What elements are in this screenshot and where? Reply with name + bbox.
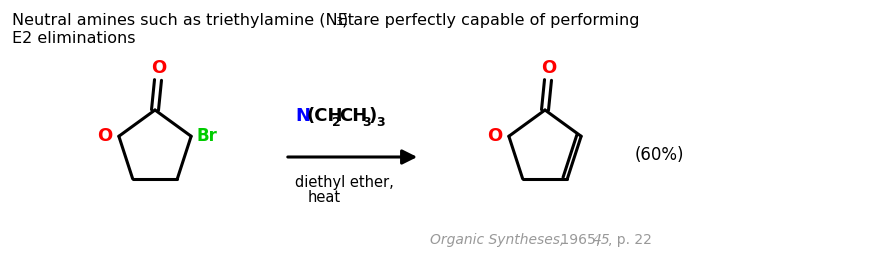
Text: O: O xyxy=(488,127,502,145)
Text: Organic Syntheses,: Organic Syntheses, xyxy=(430,233,564,247)
Text: (CH: (CH xyxy=(306,107,342,125)
Text: Br: Br xyxy=(196,127,217,145)
Text: 3: 3 xyxy=(335,17,342,27)
Text: ): ) xyxy=(369,107,378,125)
Text: , p. 22: , p. 22 xyxy=(608,233,652,247)
Text: 1965,: 1965, xyxy=(556,233,605,247)
Text: O: O xyxy=(151,59,166,77)
Text: 2: 2 xyxy=(332,116,341,129)
Text: Neutral amines such as triethylamine (NEt: Neutral amines such as triethylamine (NE… xyxy=(12,13,354,28)
Text: N: N xyxy=(295,107,310,125)
Text: ) are perfectly capable of performing: ) are perfectly capable of performing xyxy=(342,13,640,28)
Text: 3: 3 xyxy=(362,116,370,129)
Text: E2 eliminations: E2 eliminations xyxy=(12,31,136,46)
Text: diethyl ether,: diethyl ether, xyxy=(295,175,393,190)
Text: O: O xyxy=(98,127,113,145)
Text: CH: CH xyxy=(339,107,367,125)
Text: O: O xyxy=(541,59,557,77)
Text: (60%): (60%) xyxy=(635,146,685,164)
Text: 3: 3 xyxy=(376,116,385,129)
Text: 45: 45 xyxy=(593,233,611,247)
Text: heat: heat xyxy=(308,190,341,205)
